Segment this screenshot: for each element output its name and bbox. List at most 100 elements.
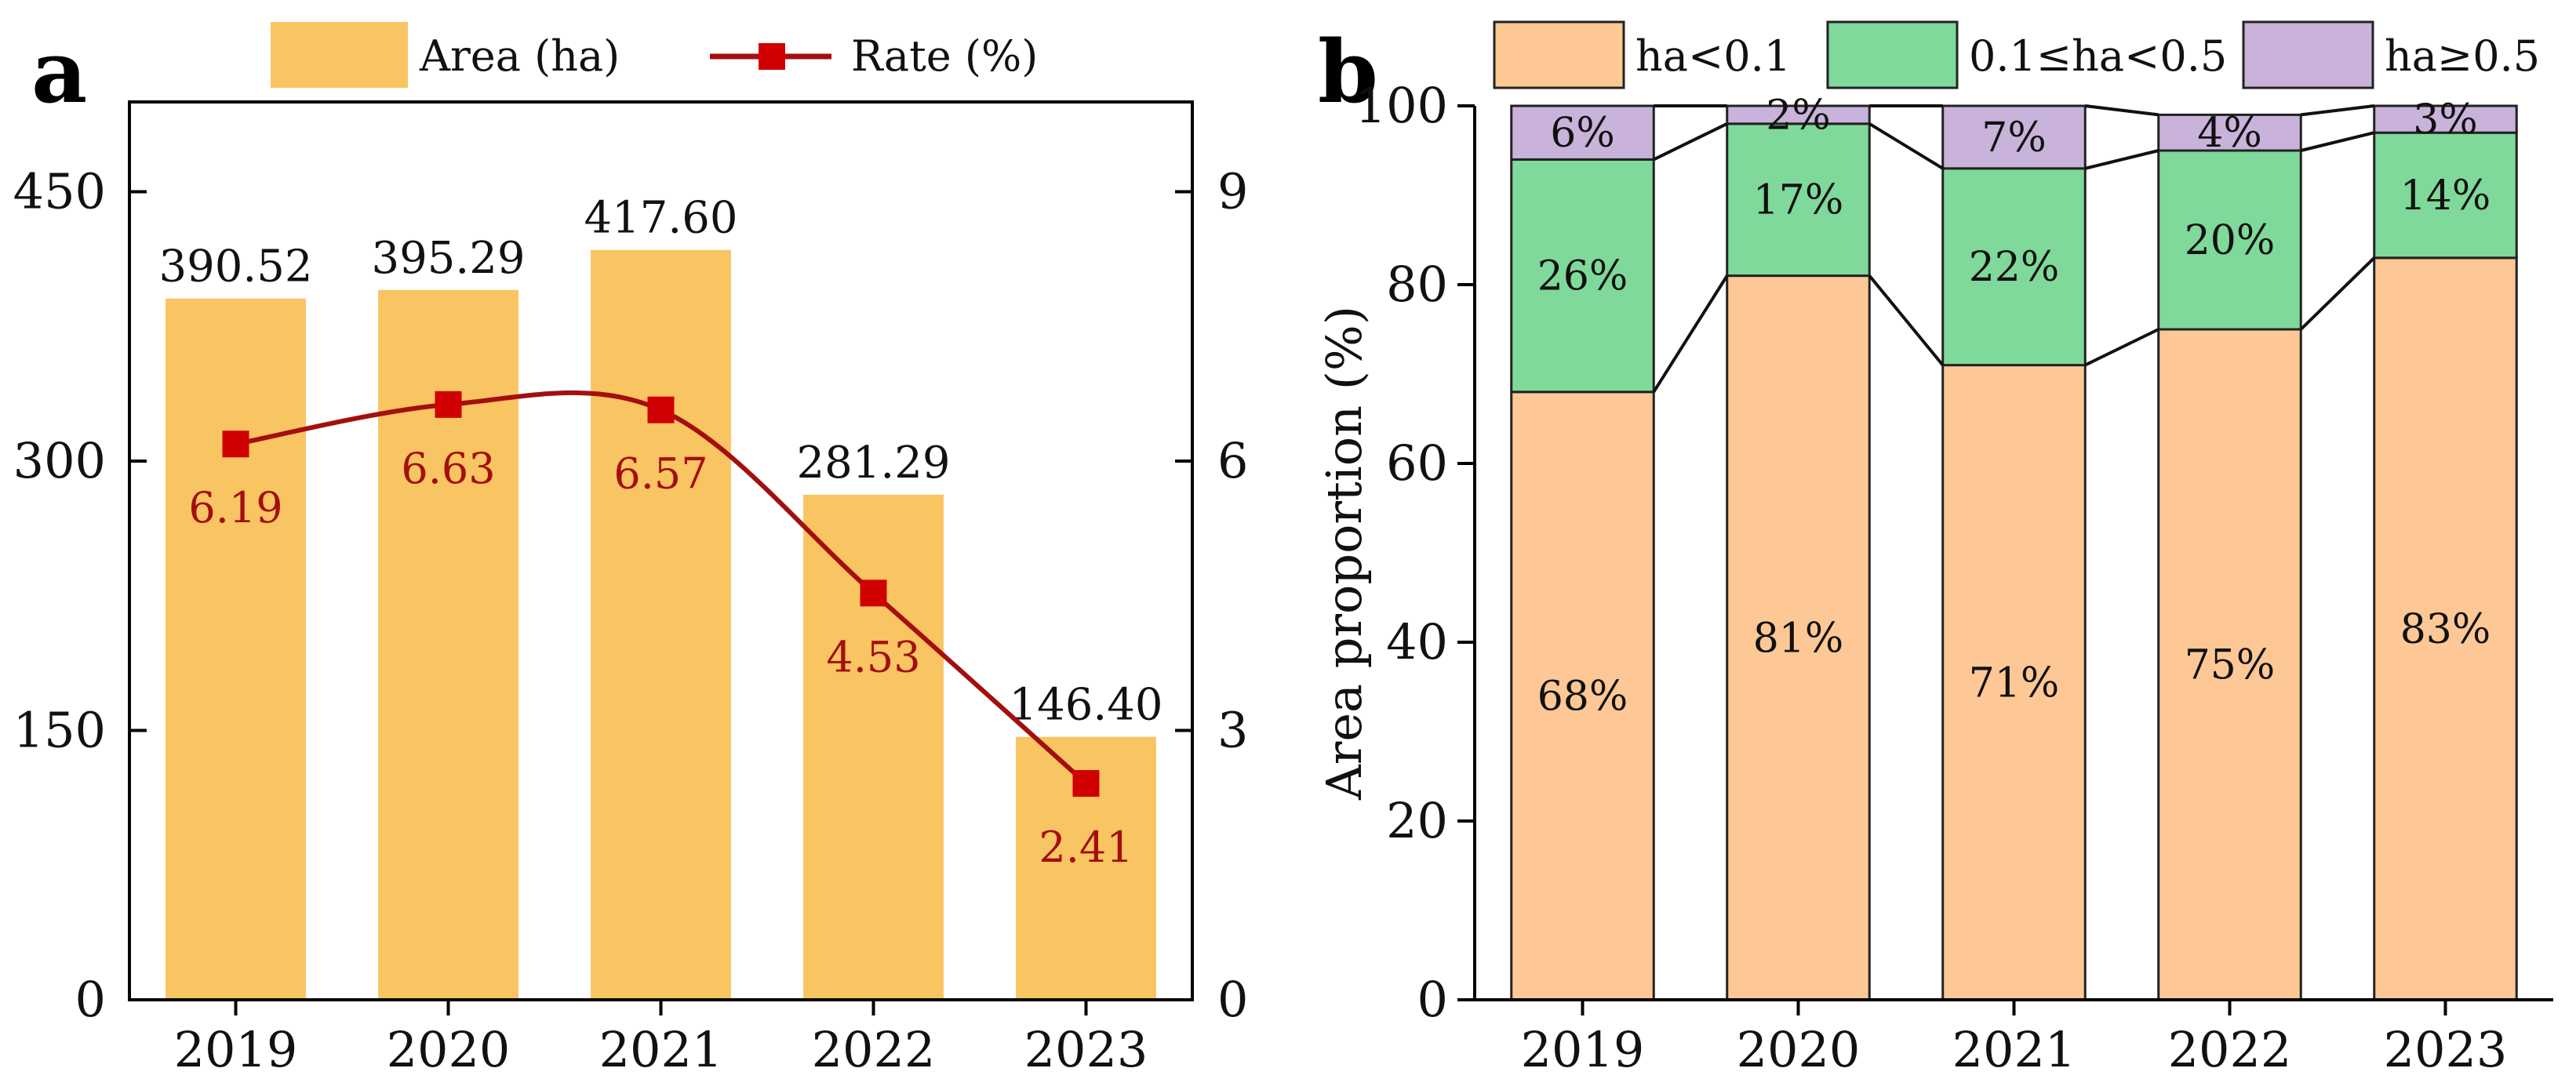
segment-3-2022 bbox=[2157, 113, 2302, 152]
legend-rate-marker bbox=[759, 43, 785, 70]
left-tick-label: 0 bbox=[75, 971, 106, 1028]
segment-label-3-2020: 2% bbox=[1766, 92, 1831, 139]
x-tick-label-2019: 2019 bbox=[174, 1021, 298, 1078]
segment-1-2019 bbox=[1510, 391, 1655, 1001]
right-tick-label: 9 bbox=[1217, 163, 1248, 220]
segment-label-1-2020: 81% bbox=[1753, 615, 1844, 662]
left-tick-label: 450 bbox=[13, 163, 106, 220]
rate-label-2023: 2.41 bbox=[1039, 823, 1133, 872]
segment-label-1-2023: 83% bbox=[2400, 606, 2491, 653]
connector-line bbox=[2084, 328, 2159, 367]
segment-3-2021 bbox=[1941, 104, 2087, 170]
x-tick-label-2022: 2022 bbox=[812, 1021, 936, 1078]
legend-area-label: Area (ha) bbox=[419, 31, 620, 81]
segment-label-2-2019: 26% bbox=[1537, 253, 1628, 300]
right-tick-label: 6 bbox=[1217, 432, 1248, 489]
legend-large-swatch bbox=[2242, 20, 2374, 89]
area-label-2023: 146.40 bbox=[1010, 680, 1163, 731]
b-y-tick-label: 100 bbox=[1355, 77, 1448, 134]
segment-3-2020 bbox=[1726, 104, 1871, 125]
legend-medium-label: 0.1≤ha<0.5 bbox=[1969, 31, 2227, 81]
segment-1-2022 bbox=[2157, 328, 2302, 1001]
b-x-tick-label-2022: 2022 bbox=[2168, 1021, 2292, 1078]
segment-label-1-2019: 68% bbox=[1537, 673, 1628, 720]
rate-marker-2023 bbox=[1072, 770, 1100, 797]
connector-line bbox=[1652, 274, 1729, 393]
area-bar-2021 bbox=[591, 249, 731, 1000]
panel-a-rate-line: 6.19 6.63 6.57 4.53 2.41 bbox=[188, 390, 1133, 872]
segment-label-1-2021: 71% bbox=[1969, 659, 2060, 707]
b-x-tick-label-2023: 2023 bbox=[2384, 1021, 2508, 1078]
area-label-2021: 417.60 bbox=[584, 193, 738, 244]
segment-3-2023 bbox=[2373, 104, 2518, 134]
panel-b-letter: b bbox=[1318, 21, 1378, 122]
panel-a-legend: Area (ha) Rate (%) bbox=[271, 22, 1038, 88]
connector-line bbox=[1868, 122, 1944, 170]
legend-small-label: ha<0.1 bbox=[1635, 31, 1791, 81]
left-tick-label: 150 bbox=[13, 702, 106, 759]
legend-area-swatch bbox=[271, 22, 408, 88]
segment-3-2019 bbox=[1510, 104, 1655, 161]
segment-label-1-2022: 75% bbox=[2185, 642, 2276, 689]
legend-large-label: ha≥0.5 bbox=[2385, 31, 2540, 81]
segment-label-2-2021: 22% bbox=[1969, 244, 2060, 291]
segment-label-2-2020: 17% bbox=[1753, 177, 1844, 224]
b-y-tick-label: 0 bbox=[1417, 971, 1448, 1028]
rate-label-2022: 4.53 bbox=[826, 632, 920, 681]
legend-rate-label: Rate (%) bbox=[851, 31, 1038, 81]
b-y-tick-label: 20 bbox=[1386, 792, 1448, 849]
connector-line bbox=[2300, 131, 2375, 152]
rate-label-2021: 6.57 bbox=[613, 449, 708, 499]
panel-a-letter: a bbox=[31, 21, 87, 122]
area-label-2020: 395.29 bbox=[372, 233, 526, 284]
rate-marker-2020 bbox=[435, 391, 462, 418]
connector-line bbox=[2085, 104, 2159, 117]
area-label-2022: 281.29 bbox=[797, 438, 951, 489]
x-tick-label-2021: 2021 bbox=[599, 1021, 723, 1078]
rate-label-2019: 6.19 bbox=[188, 483, 282, 532]
right-tick-label: 0 bbox=[1217, 971, 1248, 1028]
panel-b-chart: 68% 26% 6% 81% 17% 2% 71% 22% 7% 75% 20% 4% 83% 14% 3%… bbox=[1315, 20, 2553, 1078]
connector-line bbox=[2084, 149, 2159, 170]
segment-label-3-2023: 3% bbox=[2413, 96, 2478, 144]
segment-1-2023 bbox=[2373, 256, 2518, 1001]
b-x-tick-label-2021: 2021 bbox=[1952, 1021, 2076, 1078]
segment-label-3-2021: 7% bbox=[1981, 114, 2047, 162]
b-y-tick-label: 40 bbox=[1386, 613, 1448, 670]
x-tick-label-2020: 2020 bbox=[387, 1021, 511, 1078]
segment-2-2019 bbox=[1510, 158, 1655, 394]
rate-marker-2022 bbox=[860, 579, 887, 607]
b-y-tick-label: 80 bbox=[1386, 256, 1448, 313]
b-x-tick-label-2019: 2019 bbox=[1521, 1021, 1645, 1078]
connector-line bbox=[2299, 256, 2376, 331]
segment-1-2020 bbox=[1726, 274, 1871, 1001]
rate-label-2020: 6.63 bbox=[401, 444, 495, 493]
rate-marker-2019 bbox=[222, 431, 249, 458]
left-tick-label: 300 bbox=[13, 432, 106, 489]
panel-a-bar-labels: 390.52 395.29 417.60 281.29 146.40 bbox=[159, 193, 1163, 731]
segment-2-2023 bbox=[2373, 131, 2518, 260]
rate-line-path bbox=[235, 390, 1088, 786]
right-tick-label: 3 bbox=[1217, 702, 1248, 759]
b-x-tick-label-2020: 2020 bbox=[1737, 1021, 1861, 1078]
legend-medium-swatch bbox=[1826, 20, 1959, 89]
legend-small-swatch bbox=[1493, 20, 1625, 89]
area-bar-2022 bbox=[803, 494, 944, 1000]
segment-label-2-2022: 20% bbox=[2185, 217, 2276, 264]
area-bar-2019 bbox=[166, 298, 306, 1000]
segment-label-3-2019: 6% bbox=[1550, 110, 1615, 157]
x-tick-label-2023: 2023 bbox=[1024, 1021, 1148, 1078]
connector-line bbox=[1868, 274, 1945, 366]
b-y-axis-title: Area proportion (%) bbox=[1315, 306, 1373, 801]
rate-marker-2021 bbox=[647, 396, 675, 423]
segment-2-2020 bbox=[1726, 122, 1871, 278]
segment-label-3-2022: 4% bbox=[2197, 110, 2262, 157]
panel-b-axes: 0 20 40 60 80 100 2019 2020 2021 2022 2023 Area pro… bbox=[1315, 77, 2553, 1078]
panel-a-axes: 0 150 300 450 0 3 6 9 2019 2020 2021 2022 2023 bbox=[13, 100, 1248, 1078]
connector-line bbox=[2301, 104, 2374, 117]
area-label-2019: 390.52 bbox=[159, 242, 313, 292]
panel-b-segment-labels: 68% 26% 6% 81% 17% 2% 71% 22% 7% 75% 20% 4% 83% 14% 3% bbox=[1537, 92, 2491, 720]
b-y-tick-label: 60 bbox=[1386, 434, 1448, 492]
